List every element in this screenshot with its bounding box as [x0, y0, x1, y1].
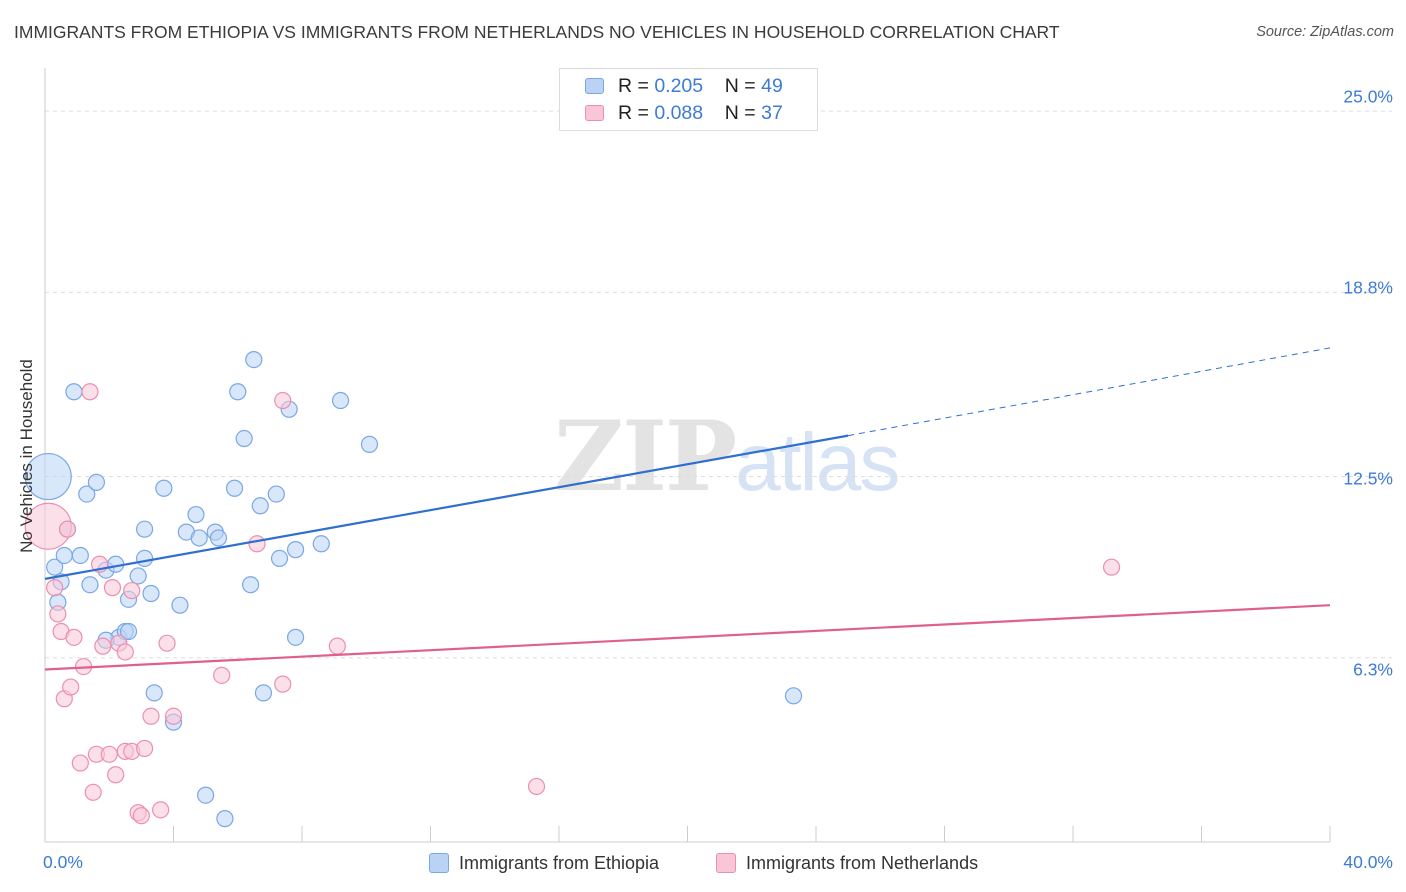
netherlands-point: [107, 766, 125, 784]
ethiopia-swatch: [585, 78, 604, 94]
r-label: R =: [618, 75, 655, 97]
ethiopia-point: [142, 584, 160, 603]
ethiopia-point: [197, 786, 215, 804]
watermark-atlas: atlas: [735, 417, 900, 508]
netherlands-point: [527, 777, 546, 796]
ethiopia-point: [331, 391, 350, 410]
ethiopia-point: [360, 435, 379, 453]
ethiopia-point: [286, 628, 305, 646]
y-tick-label: 12.5%: [1343, 468, 1393, 489]
ethiopia-point: [312, 535, 330, 553]
ethiopia-point: [65, 383, 83, 401]
ethiopia-point: [270, 549, 289, 568]
netherlands-point: [116, 643, 134, 661]
stats-box: R = 0.205 N = 49 R = 0.088 N = 37: [559, 68, 818, 131]
netherlands-trend-line: [44, 604, 1331, 671]
ethiopia-point: [242, 576, 260, 594]
netherlands-point: [1102, 558, 1121, 576]
netherlands-point: [135, 739, 154, 758]
ethiopia-trend-line: [44, 434, 849, 580]
ethiopia-point: [87, 473, 106, 491]
zipatlas-watermark: ZIPatlas: [554, 400, 900, 513]
netherlands-point: [152, 801, 170, 819]
ethiopia-point: [187, 505, 205, 524]
ethiopia-trend-extension: [848, 347, 1331, 437]
n-value: 37: [761, 102, 783, 124]
n-label: N =: [724, 75, 762, 97]
legend-swatch-netherlands: [716, 853, 736, 873]
ethiopia-point: [171, 596, 189, 614]
ethiopia-point: [209, 529, 228, 547]
ethiopia-point: [129, 567, 147, 585]
y-tick-label: 25.0%: [1343, 86, 1393, 107]
netherlands-point: [49, 605, 67, 623]
ethiopia-point: [254, 684, 273, 702]
ethiopia-point: [78, 485, 96, 503]
netherlands-point: [164, 707, 183, 725]
ethiopia-point: [235, 429, 253, 448]
legend-label-ethiopia: Immigrants from Ethiopia: [459, 853, 660, 873]
netherlands-point: [100, 745, 118, 763]
chart-title: IMMIGRANTS FROM ETHIOPIA VS IMMIGRANTS F…: [14, 22, 1060, 42]
x-tick-label-min: 0.0%: [43, 852, 83, 872]
netherlands-point: [328, 637, 346, 655]
netherlands-point: [213, 666, 231, 684]
y-tick-label: 18.8%: [1343, 277, 1393, 298]
ethiopia-point: [24, 452, 72, 501]
ethiopia-point: [135, 520, 154, 538]
netherlands-point: [94, 637, 112, 655]
netherlands-point: [58, 520, 77, 538]
r-value: 0.205: [654, 75, 704, 97]
ethiopia-point: [155, 479, 173, 497]
ethiopia-point: [267, 485, 285, 503]
r-value: 0.088: [654, 102, 704, 124]
ethiopia-point: [216, 810, 234, 828]
netherlands-point: [248, 535, 266, 553]
ethiopia-point: [119, 622, 138, 641]
ethiopia-point: [71, 546, 89, 565]
ethiopia-point: [55, 546, 73, 565]
netherlands-point: [123, 581, 141, 600]
netherlands-point: [274, 391, 292, 410]
ethiopia-point: [784, 687, 803, 705]
ethiopia-point: [245, 350, 263, 369]
ethiopia-point: [229, 383, 247, 401]
y-axis-label: No Vehicles in Household: [17, 359, 36, 553]
netherlands-point: [65, 628, 83, 646]
legend-label-netherlands: Immigrants from Netherlands: [746, 853, 979, 873]
x-tick-label-max: 40.0%: [1343, 852, 1393, 872]
ethiopia-point: [135, 549, 154, 568]
ethiopia-point: [286, 541, 305, 559]
netherlands-point: [142, 707, 160, 725]
y-tick-label: 6.3%: [1353, 659, 1393, 680]
legend-swatch-ethiopia: [429, 853, 449, 873]
ethiopia-point: [225, 479, 244, 497]
netherlands-point: [62, 678, 80, 696]
netherlands-point: [84, 783, 102, 801]
netherlands-point: [132, 807, 150, 825]
ethiopia-point: [46, 558, 64, 576]
netherlands-point: [46, 579, 64, 597]
n-value: 49: [761, 75, 783, 97]
ethiopia-point: [145, 684, 163, 702]
source-label: Source: ZipAtlas.com: [1256, 24, 1394, 40]
r-label: R =: [618, 102, 655, 124]
netherlands-point: [71, 754, 89, 772]
netherlands-point: [103, 579, 122, 597]
ethiopia-point: [251, 497, 269, 515]
ethiopia-point: [81, 576, 99, 594]
ethiopia-point: [190, 529, 208, 547]
n-label: N =: [724, 102, 762, 124]
netherlands-point: [81, 383, 99, 401]
netherlands-point: [274, 675, 292, 693]
netherlands-swatch: [585, 105, 604, 121]
watermark-zip: ZIP: [554, 400, 737, 513]
netherlands-point: [158, 634, 176, 652]
